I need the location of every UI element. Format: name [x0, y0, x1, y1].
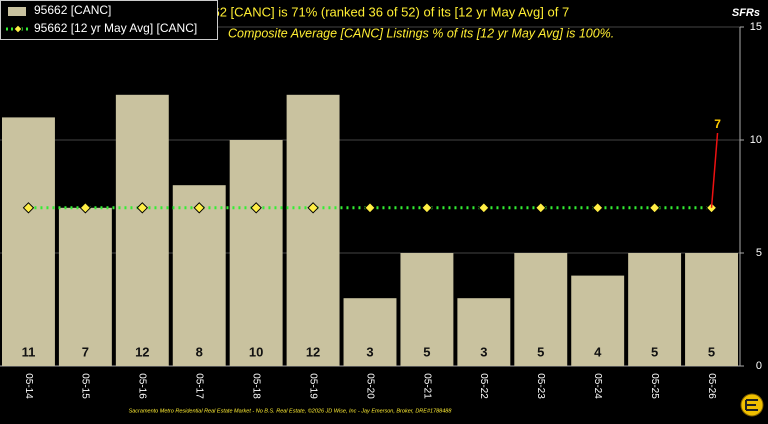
x-tick-label: 05-22 — [478, 373, 489, 399]
x-tick-label: 05-17 — [194, 373, 205, 399]
y-axis-label: SFRs — [732, 7, 760, 19]
bar-value-label: 12 — [135, 344, 149, 359]
avg-marker — [136, 202, 149, 214]
bar — [286, 94, 340, 367]
x-tick-label: 05-14 — [23, 373, 34, 399]
legend-swatch — [8, 7, 26, 16]
avg-marker — [250, 202, 262, 214]
bar — [229, 140, 283, 366]
avg-marker — [193, 202, 205, 214]
avg-marker — [591, 202, 604, 214]
bar-value-label: 10 — [249, 344, 263, 359]
bar — [685, 253, 738, 366]
avg-marker — [421, 202, 433, 214]
bar-value-label: 8 — [196, 344, 203, 359]
bar-value-label: 5 — [651, 344, 658, 359]
y-tick-label: 5 — [756, 247, 762, 259]
x-tick-label: 05-18 — [251, 373, 262, 399]
x-tick-label: 05-21 — [421, 373, 432, 399]
bar-value-label: 7 — [82, 344, 89, 359]
bar — [571, 275, 625, 366]
bar — [400, 253, 454, 366]
bar — [457, 298, 511, 366]
legend-box — [0, 0, 218, 40]
bar — [172, 185, 226, 366]
legend-label: 95662 [CANC] — [34, 3, 111, 17]
bar — [514, 253, 568, 366]
x-tick-label: 05-24 — [592, 373, 603, 399]
bar-value-label: 3 — [480, 344, 487, 359]
bar — [343, 298, 397, 366]
avg-marker — [307, 202, 319, 214]
bar-value-label: 5 — [708, 344, 715, 359]
y-tick-label: 10 — [750, 134, 762, 146]
bar-value-label: 3 — [366, 344, 373, 359]
avg-marker — [22, 202, 35, 214]
x-tick-label: 05-20 — [364, 373, 375, 399]
legend-label: 95662 [12 yr May Avg] [CANC] — [34, 21, 197, 35]
chart-title: 95662 [CANC] is 71% (ranked 36 of 52) of… — [191, 4, 569, 19]
avg-marker — [535, 202, 547, 214]
bar-value-label: 5 — [423, 344, 430, 359]
bar-value-label: 12 — [306, 344, 320, 359]
x-tick-label: 05-26 — [706, 373, 717, 399]
legend-marker — [13, 24, 23, 34]
bar-value-label: 11 — [22, 344, 36, 359]
bar-value-label: 5 — [537, 344, 544, 359]
avg-marker — [478, 202, 490, 214]
x-tick-label: 05-19 — [307, 373, 318, 399]
annotation-leader — [710, 132, 719, 208]
bar — [2, 117, 55, 367]
avg-marker — [364, 202, 376, 214]
bar-value-label: 4 — [594, 344, 602, 359]
avg-marker — [79, 202, 92, 214]
avg-marker — [648, 202, 661, 214]
y-tick-label: 0 — [756, 360, 762, 372]
legend: 95662 [CANC] 95662 [12 yr May Avg] [CANC] — [0, 0, 218, 40]
footer: Sacramento Metro Residential Real Estate… — [129, 407, 453, 414]
logo — [740, 393, 764, 417]
avg-marker — [705, 202, 718, 214]
bar — [628, 253, 682, 366]
bar — [115, 94, 169, 367]
annotation-label: 7 — [714, 117, 721, 131]
x-tick-label: 05-15 — [80, 373, 91, 399]
bar — [58, 207, 112, 366]
chart-subtitle: Composite Average [CANC] Listings % of i… — [228, 26, 614, 40]
x-tick-label: 05-25 — [649, 373, 660, 399]
x-tick-label: 05-16 — [137, 373, 148, 399]
y-tick-label: 15 — [750, 21, 762, 33]
x-tick-label: 05-23 — [535, 373, 546, 399]
